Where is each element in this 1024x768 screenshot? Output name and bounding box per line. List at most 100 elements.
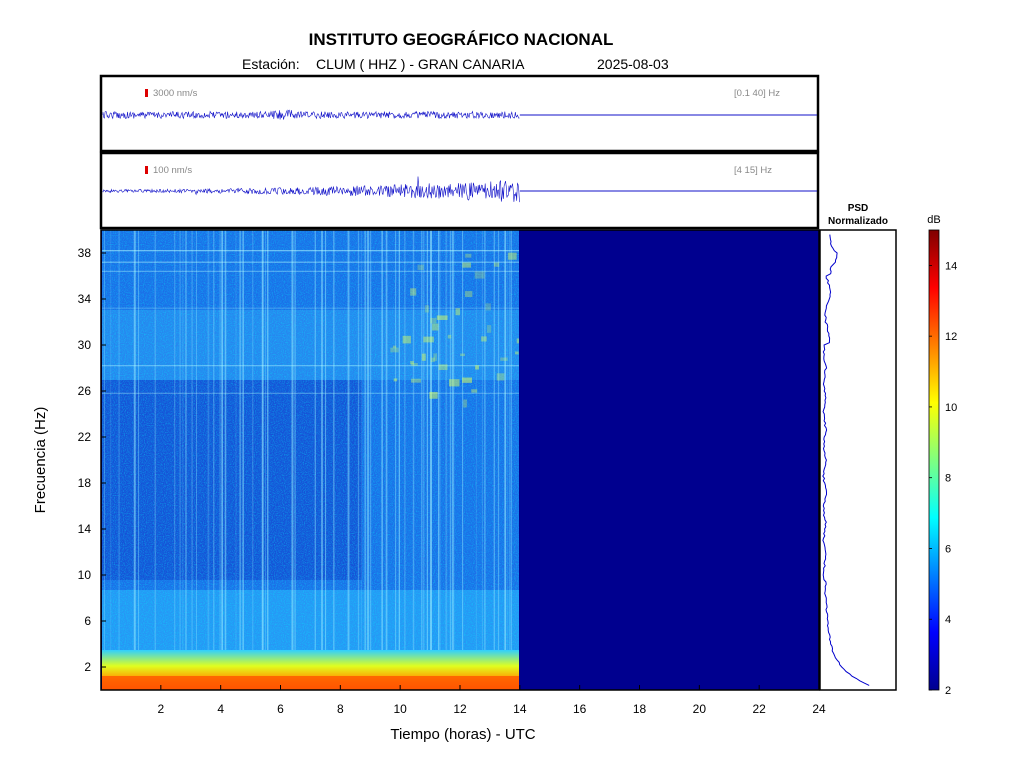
spectrogram-patch bbox=[486, 325, 492, 333]
spectrogram-patch bbox=[417, 264, 424, 271]
spectrogram-patch bbox=[465, 253, 472, 258]
filter-label: [0.1 40] Hz bbox=[734, 88, 780, 99]
x-tick-label: 18 bbox=[633, 702, 647, 716]
spectrogram-patch bbox=[429, 391, 438, 399]
spectrogram-patch bbox=[424, 305, 429, 313]
spectrogram-patch bbox=[507, 252, 517, 260]
amplitude-label: 3000 nm/s bbox=[153, 88, 198, 99]
spectrogram-patch bbox=[460, 353, 466, 357]
amplitude-label: 100 nm/s bbox=[153, 165, 192, 176]
spectrogram: 2 4 6 8 10 12 14 16 18 20 22 24 261014182226303438 … bbox=[32, 229, 826, 743]
spectrogram-patch bbox=[423, 336, 434, 343]
psd-frame bbox=[819, 229, 897, 691]
spectrogram-low-freq-peak bbox=[102, 676, 519, 690]
spectrogram-patch bbox=[410, 361, 414, 365]
y-tick-label: 22 bbox=[78, 430, 92, 444]
spectrogram-patch bbox=[436, 315, 448, 320]
spectrogram-patch bbox=[455, 308, 461, 316]
psd-panel: PSD Normalizado bbox=[819, 203, 897, 691]
colorbar-tick-label: 10 bbox=[945, 402, 957, 414]
colorbar-tick-label: 14 bbox=[945, 260, 957, 272]
spectrogram-patch bbox=[463, 399, 467, 408]
y-tick-label: 6 bbox=[84, 614, 91, 628]
spectrogram-patch bbox=[462, 262, 471, 268]
spectrogram-patch bbox=[393, 378, 398, 382]
waveform-line bbox=[102, 176, 520, 203]
spectrogram-patch bbox=[515, 351, 519, 355]
station-name: CLUM ( HHZ ) - GRAN CANARIA bbox=[316, 56, 525, 72]
spectrogram-patch bbox=[390, 347, 399, 353]
psd-subtitle: Normalizado bbox=[828, 216, 888, 227]
colorbar: dB 2 4 6 8 10 12 14 bbox=[927, 214, 957, 697]
colorbar-tick-label: 4 bbox=[945, 614, 951, 626]
colorbar-gradient bbox=[928, 229, 940, 691]
spectrogram-patch bbox=[471, 389, 478, 393]
x-tick-label: 2 bbox=[157, 702, 164, 716]
x-tick-label: 14 bbox=[513, 702, 527, 716]
waveform-broadband bbox=[102, 109, 817, 120]
spectrogram-patch bbox=[438, 364, 448, 371]
colorbar-label: dB bbox=[927, 214, 940, 226]
y-tick-label: 34 bbox=[78, 292, 92, 306]
amplitude-scale-bar bbox=[145, 166, 148, 174]
spectrogram-patch bbox=[430, 317, 437, 324]
spectrogram-patch bbox=[449, 379, 460, 387]
spectrogram-patch bbox=[447, 334, 452, 339]
spectrogram-patch bbox=[464, 291, 473, 298]
filter-label: [4 15] Hz bbox=[734, 165, 772, 176]
y-tick-label: 2 bbox=[84, 660, 91, 674]
x-tick-label: 16 bbox=[573, 702, 587, 716]
spectrogram-data-region bbox=[102, 230, 519, 690]
x-tick-label: 8 bbox=[337, 702, 344, 716]
spectrogram-patch bbox=[496, 373, 505, 381]
trace-panel-broadband: 3000 nm/s [0.1 40] Hz bbox=[99, 74, 820, 153]
spectrogram-patch bbox=[433, 353, 438, 361]
spectrogram-patch bbox=[432, 323, 439, 331]
colorbar-ticks: 2 4 6 8 10 12 14 bbox=[929, 260, 957, 697]
x-tick-label: 22 bbox=[752, 702, 766, 716]
spectrogram-patch bbox=[475, 365, 479, 370]
x-tick-label: 10 bbox=[393, 702, 407, 716]
x-tick-label: 20 bbox=[693, 702, 707, 716]
x-axis: 2 4 6 8 10 12 14 16 18 20 22 24 bbox=[157, 685, 826, 716]
y-axis-label: Frecuencia (Hz) bbox=[32, 407, 49, 514]
y-tick-label: 18 bbox=[78, 476, 92, 490]
trace-panel-filtered: 100 nm/s [4 15] Hz bbox=[99, 151, 820, 230]
x-tick-label: 24 bbox=[812, 702, 826, 716]
spectrogram-patch bbox=[410, 288, 417, 296]
waveform-line bbox=[102, 109, 520, 120]
spectrogram-patch bbox=[430, 357, 436, 363]
colorbar-tick-label: 12 bbox=[945, 331, 957, 343]
amplitude-scale-bar bbox=[145, 89, 148, 97]
spectrogram-patch bbox=[402, 335, 411, 344]
spectrogram-patch bbox=[493, 262, 500, 267]
spectrogram-patch bbox=[485, 303, 491, 311]
spectrogram-patch bbox=[421, 353, 426, 361]
psd-curve bbox=[822, 234, 870, 686]
page-title: INSTITUTO GEOGRÁFICO NACIONAL bbox=[309, 30, 614, 49]
y-tick-label: 14 bbox=[78, 522, 92, 536]
spectrogram-lines bbox=[102, 230, 519, 650]
colorbar-tick-label: 2 bbox=[945, 685, 951, 697]
psd-title: PSD bbox=[848, 203, 869, 214]
y-tick-label: 38 bbox=[78, 246, 92, 260]
spectrogram-patch bbox=[392, 345, 397, 349]
station-prefix: Estación: bbox=[242, 56, 300, 72]
colorbar-tick-label: 8 bbox=[945, 473, 951, 485]
y-tick-label: 26 bbox=[78, 384, 92, 398]
y-tick-label: 30 bbox=[78, 338, 92, 352]
y-tick-label: 10 bbox=[78, 568, 92, 582]
spectrogram-patch bbox=[474, 271, 485, 279]
spectrogram-patch bbox=[500, 357, 508, 361]
x-tick-label: 4 bbox=[217, 702, 224, 716]
spectrogram-patch bbox=[516, 338, 519, 344]
x-tick-label: 12 bbox=[453, 702, 467, 716]
station-date: 2025-08-03 bbox=[597, 56, 669, 72]
spectrogram-patch bbox=[481, 336, 487, 342]
x-tick-label: 6 bbox=[277, 702, 284, 716]
spectrogram-patch bbox=[410, 378, 421, 383]
waveform-filtered bbox=[102, 176, 817, 203]
spectrogram-patch bbox=[462, 377, 472, 383]
